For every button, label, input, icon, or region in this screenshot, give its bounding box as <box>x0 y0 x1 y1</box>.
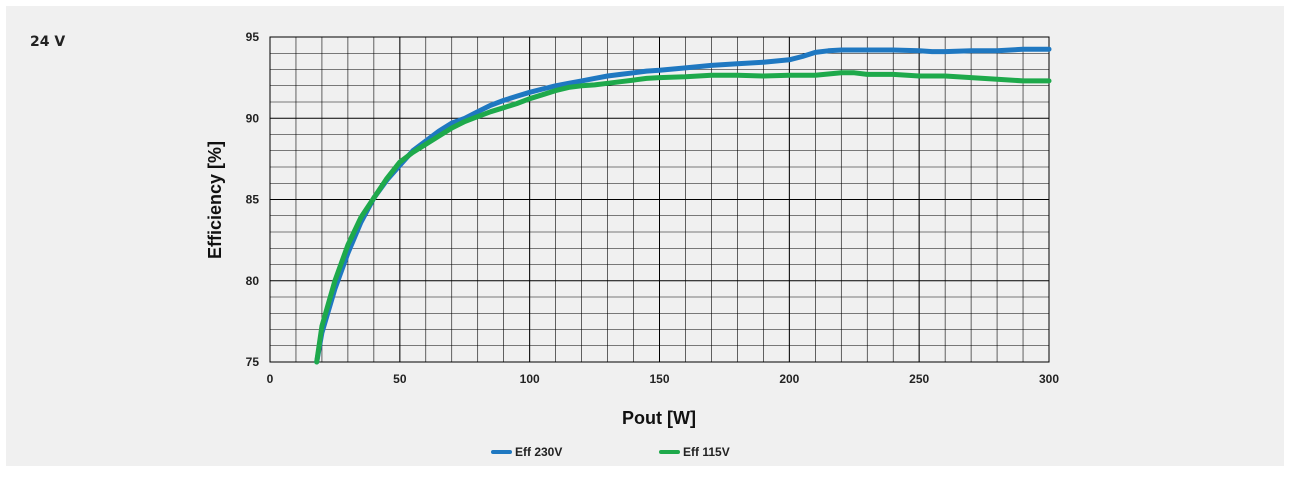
y-tick-label: 85 <box>246 193 260 207</box>
y-tick-label: 80 <box>246 274 260 288</box>
series-layer <box>314 46 1052 365</box>
x-tick-label: 200 <box>779 372 799 386</box>
section-label: 24 V <box>30 34 66 50</box>
series-line-eff-230v <box>314 46 1052 365</box>
major-grid <box>269 36 1050 363</box>
x-tick-label: 250 <box>909 372 929 386</box>
legend: Eff 230V Eff 115V <box>491 445 730 459</box>
y-tick-label: 90 <box>246 111 260 125</box>
y-axis-title: Efficiency [%] <box>205 141 225 259</box>
x-tick-label: 0 <box>267 372 274 386</box>
legend-label: Eff 230V <box>515 445 562 459</box>
legend-label: Eff 115V <box>683 445 730 459</box>
x-tick-label: 300 <box>1039 372 1059 386</box>
series-line-eff-115v <box>314 70 1052 365</box>
x-tick-label: 100 <box>520 372 540 386</box>
chart-panel <box>6 6 1284 466</box>
x-axis-title: Pout [W] <box>622 408 696 428</box>
plot-frame <box>269 36 1050 363</box>
x-tick-label: 150 <box>649 372 669 386</box>
tick-labels: 0 50 100 150 200 250 300 75 80 85 90 95 <box>246 30 1060 386</box>
x-tick-label: 50 <box>393 372 407 386</box>
y-tick-label: 75 <box>246 355 260 369</box>
y-tick-label: 95 <box>246 30 260 44</box>
